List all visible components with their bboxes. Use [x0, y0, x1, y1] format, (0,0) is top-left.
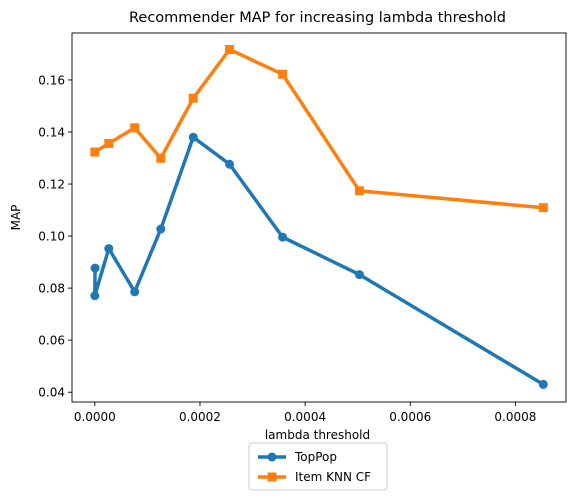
y-tick-label: 0.04 — [38, 386, 65, 400]
plot-area — [90, 44, 548, 389]
data-point-item-knn-cf — [90, 147, 100, 157]
series-line-toppop — [93, 135, 546, 387]
legend-label-item-knn-cf: Item KNN CF — [295, 470, 371, 484]
data-point-toppop — [225, 159, 235, 169]
y-tick-label: 0.08 — [38, 282, 65, 296]
data-point-toppop — [156, 224, 166, 234]
data-point-toppop — [278, 232, 288, 242]
x-axis: 0.0000 0.0002 0.0004 0.0006 0.0008 — [74, 402, 536, 424]
data-point-toppop — [90, 291, 100, 301]
series-line-item-knn-cf — [92, 47, 546, 210]
y-tick-label: 0.06 — [38, 334, 65, 348]
data-point-item-knn-cf — [188, 93, 198, 103]
data-point-item-knn-cf — [538, 203, 548, 213]
data-point-item-knn-cf — [130, 123, 140, 133]
data-point-item-knn-cf — [104, 138, 114, 148]
y-tick-label: 0.10 — [38, 230, 65, 244]
data-point-item-knn-cf — [354, 186, 364, 196]
data-point-toppop — [354, 270, 364, 280]
x-tick-label: 0.0002 — [179, 410, 221, 424]
data-point-toppop — [188, 132, 198, 142]
y-tick-label: 0.16 — [38, 73, 65, 87]
y-axis-label: MAP — [9, 205, 23, 231]
data-point-item-knn-cf — [156, 153, 166, 163]
x-tick-label: 0.0008 — [494, 410, 536, 424]
data-point-toppop — [538, 379, 548, 389]
y-tick-label: 0.14 — [38, 125, 65, 139]
x-axis-label: lambda threshold — [265, 428, 370, 442]
data-point-item-knn-cf — [225, 44, 235, 54]
chart-title: Recommender MAP for increasing lambda th… — [129, 10, 506, 26]
x-tick-label: 0.0000 — [74, 410, 116, 424]
data-point-item-knn-cf — [278, 69, 288, 79]
legend: TopPop Item KNN CF — [248, 442, 388, 491]
y-axis: 0.04 0.06 0.08 0.10 0.12 0.14 0.16 — [38, 73, 72, 400]
data-point-toppop — [104, 244, 114, 254]
x-tick-label: 0.0006 — [389, 410, 431, 424]
legend-label-topPop: TopPop — [294, 450, 337, 464]
legend-swatch-marker-topPop — [267, 452, 277, 462]
y-tick-label: 0.12 — [38, 178, 65, 192]
legend-swatch-marker-item-knn-cf — [267, 472, 277, 482]
x-tick-label: 0.0004 — [284, 410, 326, 424]
axes-frame — [71, 32, 567, 403]
data-point-toppop — [130, 287, 140, 297]
data-point-toppop — [90, 263, 100, 273]
